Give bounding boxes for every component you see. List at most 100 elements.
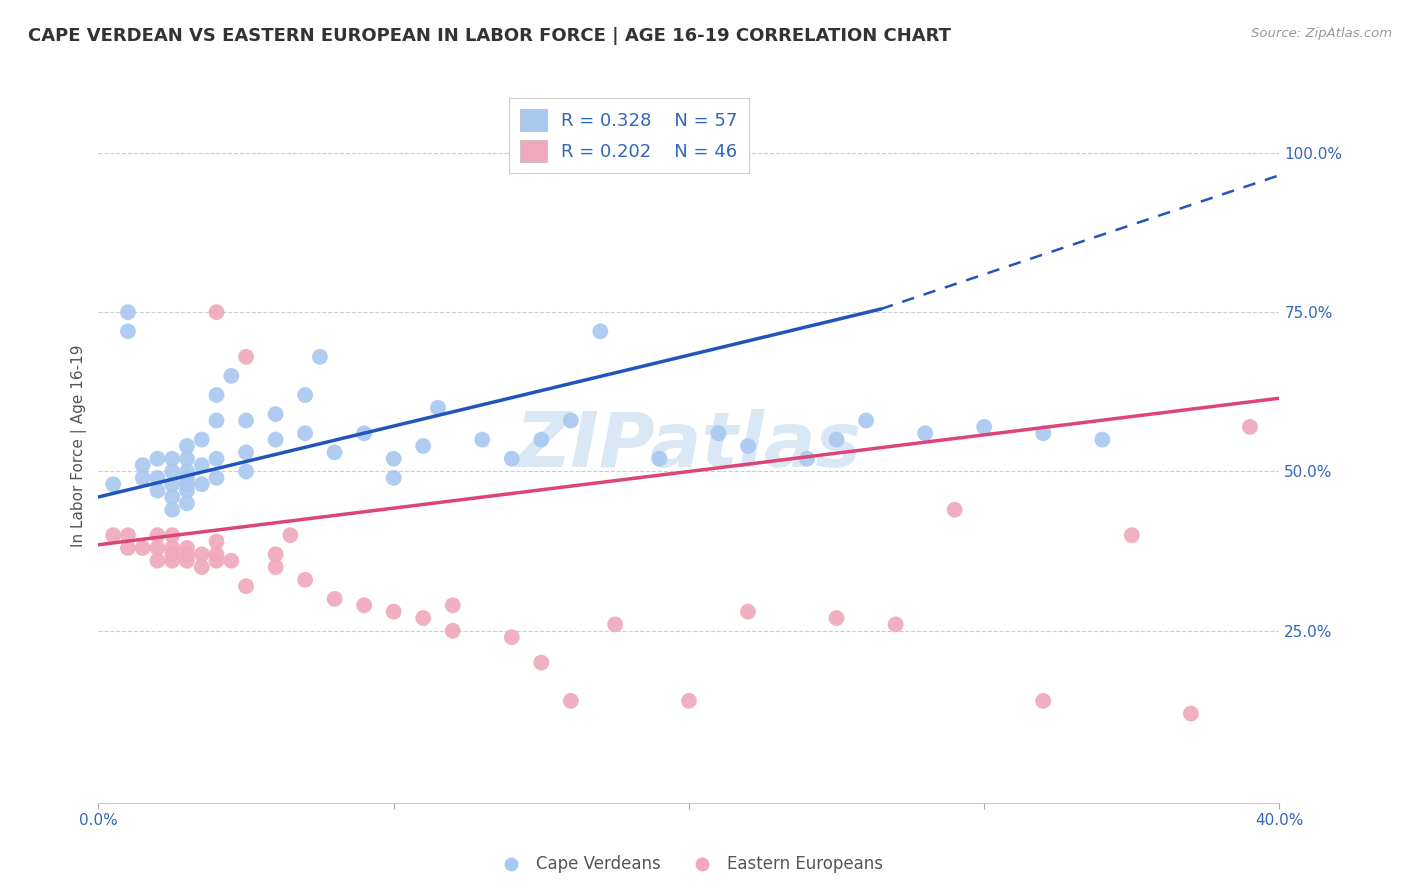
Point — [176, 451, 198, 466]
Point — [1239, 420, 1261, 434]
Point — [205, 451, 228, 466]
Point — [117, 324, 139, 338]
Point — [117, 528, 139, 542]
Text: Source: ZipAtlas.com: Source: ZipAtlas.com — [1251, 27, 1392, 40]
Point — [117, 541, 139, 555]
Point — [205, 413, 228, 427]
Text: ZIPatlas: ZIPatlas — [516, 409, 862, 483]
Point — [530, 656, 553, 670]
Point — [1032, 694, 1054, 708]
Point — [162, 502, 183, 516]
Point — [176, 547, 198, 561]
Point — [176, 471, 198, 485]
Point — [191, 477, 214, 491]
Point — [191, 547, 214, 561]
Point — [162, 465, 183, 479]
Point — [412, 439, 434, 453]
Point — [1032, 426, 1054, 441]
Point — [560, 413, 582, 427]
Point — [264, 560, 287, 574]
Point — [323, 591, 346, 606]
Point — [294, 426, 316, 441]
Point — [146, 528, 169, 542]
Point — [162, 541, 183, 555]
Point — [162, 490, 183, 504]
Point — [162, 477, 183, 491]
Point — [146, 471, 169, 485]
Point — [235, 350, 257, 364]
Point — [132, 458, 155, 472]
Point — [294, 388, 316, 402]
Point — [205, 547, 228, 561]
Point — [737, 605, 759, 619]
Point — [235, 413, 257, 427]
Point — [176, 483, 198, 498]
Point — [1091, 433, 1114, 447]
Point — [176, 496, 198, 510]
Point — [796, 451, 818, 466]
Point — [914, 426, 936, 441]
Point — [146, 541, 169, 555]
Point — [264, 547, 287, 561]
Point — [176, 439, 198, 453]
Point — [176, 477, 198, 491]
Point — [132, 471, 155, 485]
Point — [589, 324, 612, 338]
Point — [162, 554, 183, 568]
Point — [205, 388, 228, 402]
Point — [353, 426, 375, 441]
Point — [825, 433, 848, 447]
Point — [855, 413, 877, 427]
Point — [146, 483, 169, 498]
Point — [441, 624, 464, 638]
Point — [162, 547, 183, 561]
Point — [1121, 528, 1143, 542]
Point — [382, 471, 405, 485]
Point — [943, 502, 966, 516]
Point — [103, 528, 125, 542]
Point — [191, 433, 214, 447]
Point — [884, 617, 907, 632]
Point — [176, 554, 198, 568]
Point — [707, 426, 730, 441]
Point — [382, 451, 405, 466]
Point — [205, 305, 228, 319]
Point — [162, 451, 183, 466]
Point — [560, 694, 582, 708]
Point — [427, 401, 450, 415]
Point — [678, 694, 700, 708]
Point — [205, 471, 228, 485]
Point — [382, 605, 405, 619]
Point — [191, 458, 214, 472]
Point — [530, 433, 553, 447]
Text: CAPE VERDEAN VS EASTERN EUROPEAN IN LABOR FORCE | AGE 16-19 CORRELATION CHART: CAPE VERDEAN VS EASTERN EUROPEAN IN LABO… — [28, 27, 950, 45]
Point — [117, 305, 139, 319]
Point — [737, 439, 759, 453]
Point — [264, 433, 287, 447]
Point — [235, 445, 257, 459]
Point — [648, 451, 671, 466]
Point — [219, 554, 242, 568]
Point — [501, 630, 523, 644]
Point — [103, 477, 125, 491]
Legend: Cape Verdeans, Eastern Europeans: Cape Verdeans, Eastern Europeans — [488, 849, 890, 880]
Point — [294, 573, 316, 587]
Point — [205, 534, 228, 549]
Point — [441, 599, 464, 613]
Point — [132, 541, 155, 555]
Point — [191, 560, 214, 574]
Point — [973, 420, 995, 434]
Point — [1180, 706, 1202, 721]
Point — [309, 350, 332, 364]
Point — [219, 368, 242, 383]
Point — [176, 541, 198, 555]
Point — [176, 465, 198, 479]
Point — [353, 599, 375, 613]
Point — [146, 451, 169, 466]
Point — [264, 407, 287, 421]
Point — [471, 433, 494, 447]
Point — [412, 611, 434, 625]
Point — [162, 528, 183, 542]
Point — [605, 617, 627, 632]
Point — [235, 465, 257, 479]
